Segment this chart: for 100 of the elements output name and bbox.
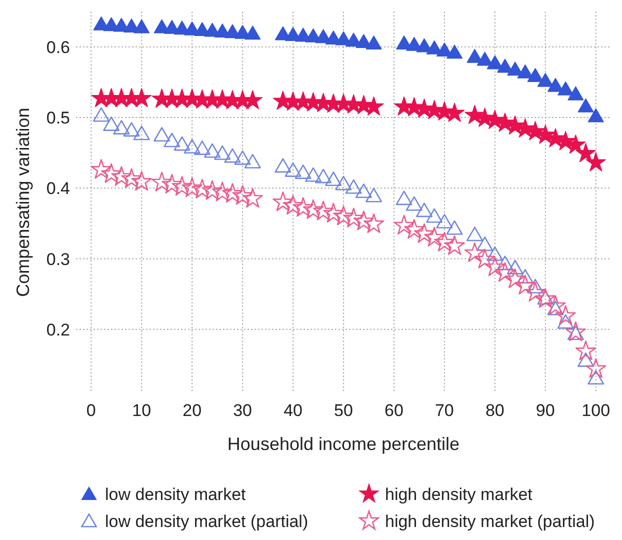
point — [578, 352, 594, 367]
x-tick-label: 10 — [132, 401, 152, 420]
point — [343, 208, 364, 228]
point — [576, 143, 596, 162]
legend-label: low density market — [105, 485, 246, 504]
point — [586, 358, 606, 378]
point — [355, 184, 372, 198]
x-tick-label: 30 — [233, 401, 252, 420]
point — [476, 52, 493, 66]
point — [154, 127, 170, 142]
point — [333, 206, 354, 226]
point — [436, 42, 452, 57]
point — [366, 188, 382, 202]
point — [345, 179, 362, 194]
point — [202, 180, 223, 200]
legend-label: high density market — [385, 485, 533, 504]
point — [414, 223, 435, 243]
x-tick-label: 80 — [485, 401, 504, 420]
point — [194, 140, 210, 155]
point — [444, 235, 465, 255]
point — [274, 158, 292, 173]
point — [224, 148, 241, 163]
point — [404, 219, 424, 239]
x-tick-label: 50 — [334, 401, 353, 420]
point — [244, 154, 261, 168]
point — [406, 196, 422, 211]
x-tick-label: 100 — [582, 401, 610, 420]
point — [282, 195, 304, 215]
point — [121, 168, 142, 188]
point — [575, 340, 596, 360]
point — [323, 202, 344, 222]
point — [466, 48, 483, 63]
point — [517, 64, 534, 78]
x-tick-label: 20 — [182, 401, 202, 420]
point — [416, 202, 433, 218]
point — [152, 172, 172, 192]
y-tick-label: 0.5 — [46, 108, 70, 128]
point — [214, 145, 231, 160]
legend-label: low density market (partial) — [105, 512, 308, 531]
point — [547, 78, 564, 92]
point — [133, 126, 150, 140]
point — [232, 185, 253, 205]
point — [568, 86, 584, 100]
y-tick-label: 0.6 — [46, 38, 70, 57]
point — [184, 139, 200, 154]
point — [134, 19, 150, 34]
point — [446, 44, 463, 59]
point — [545, 295, 566, 315]
point — [212, 182, 233, 202]
point — [494, 262, 516, 282]
y-tick-label: 0.3 — [46, 250, 70, 269]
point — [164, 132, 180, 148]
point — [101, 163, 122, 183]
point — [504, 268, 526, 288]
point — [434, 232, 455, 252]
point — [537, 72, 554, 87]
point — [486, 246, 504, 261]
point — [466, 226, 483, 242]
point — [426, 208, 443, 223]
point — [204, 143, 221, 158]
point — [162, 174, 182, 194]
point — [131, 171, 152, 191]
point — [555, 305, 576, 325]
point — [222, 183, 243, 203]
point — [292, 197, 314, 217]
point — [366, 36, 382, 50]
y-tick-label: 0.2 — [46, 320, 70, 340]
point — [313, 200, 334, 220]
x-tick-label: 40 — [284, 401, 302, 420]
x-tick-label: 60 — [384, 401, 404, 420]
point — [558, 81, 574, 96]
point — [364, 213, 384, 234]
legend-label: high density market (partial) — [385, 512, 595, 531]
point — [436, 214, 453, 228]
point — [174, 136, 190, 151]
point — [113, 120, 130, 134]
point — [496, 256, 514, 270]
point — [182, 177, 202, 198]
point — [234, 150, 251, 165]
point — [527, 68, 544, 82]
point — [588, 108, 604, 122]
point — [396, 190, 412, 206]
point — [586, 152, 606, 172]
point — [394, 214, 414, 234]
point — [304, 167, 322, 182]
point — [302, 199, 324, 219]
point — [272, 192, 294, 212]
point — [315, 168, 332, 184]
point — [424, 226, 445, 246]
point — [353, 210, 374, 230]
point — [588, 370, 604, 384]
point — [111, 166, 132, 186]
point — [474, 248, 496, 268]
point — [565, 321, 586, 342]
x-tick-label: 90 — [536, 401, 555, 420]
y-tick-label: 0.4 — [46, 179, 70, 198]
point — [335, 176, 352, 190]
point — [325, 172, 342, 186]
point — [486, 55, 503, 70]
x-tick-label: 0 — [86, 401, 96, 420]
